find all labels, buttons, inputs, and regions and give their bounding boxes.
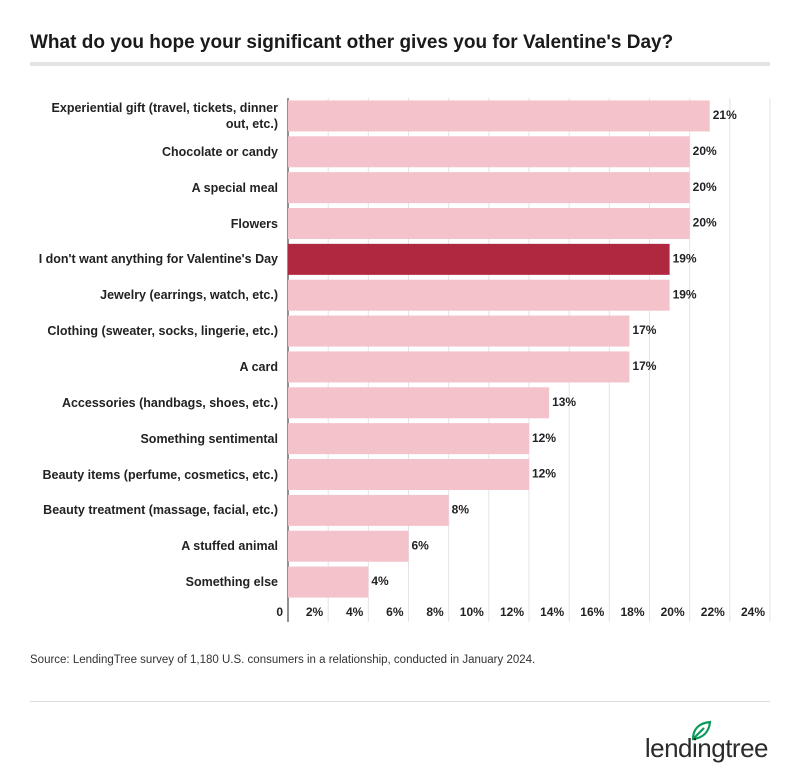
category-label: Something sentimental (140, 431, 278, 446)
category-label: Clothing (sweater, socks, lingerie, etc.… (47, 324, 278, 339)
value-label: 13% (552, 395, 576, 409)
category-label: Accessories (handbags, shoes, etc.) (61, 395, 278, 410)
value-label: 4% (371, 574, 389, 588)
bar (288, 566, 369, 598)
value-label: 12% (532, 431, 556, 445)
x-tick-label: 8% (426, 605, 444, 619)
bar (288, 530, 409, 562)
x-tick-label: 10% (460, 605, 484, 619)
x-tick-label: 20% (661, 605, 685, 619)
value-label: 20% (693, 144, 717, 158)
value-label: 12% (532, 467, 556, 481)
value-label: 6% (412, 538, 430, 552)
value-label: 8% (452, 503, 470, 517)
chart: 0 2% 4% 6% 8% 10% 12% 14% 16% 18% 20% 22% 24% 21% 20% 2… (276, 98, 771, 622)
category-label: A card (239, 359, 278, 374)
logo-leaf (691, 720, 712, 741)
footer-rule (30, 701, 770, 702)
source-note: Source: LendingTree survey of 1,180 U.S.… (30, 654, 536, 666)
x-tick-label: 0 (276, 605, 283, 619)
category-label: Beauty treatment (massage, facial, etc.) (43, 503, 278, 518)
x-tick-label: 2% (306, 605, 324, 619)
category-label: Beauty items (perfume, cosmetics, etc.) (42, 467, 279, 482)
x-tick-label: 6% (386, 605, 404, 619)
title-rule (30, 62, 770, 66)
category-label: Experiential gift (travel, tickets, dinn… (51, 100, 278, 131)
x-tick-label: 12% (500, 605, 524, 619)
value-label: 20% (693, 216, 717, 230)
x-tick-label: 18% (620, 605, 644, 619)
x-tick-label: 16% (580, 605, 604, 619)
value-label: 20% (693, 180, 717, 194)
bar (288, 423, 529, 455)
category-label: Jewelry (earrings, watch, etc.) (100, 288, 278, 303)
x-tick-label: 4% (346, 605, 364, 619)
bar (288, 494, 449, 526)
category-label: Chocolate or candy (162, 144, 278, 159)
value-label: 19% (673, 287, 697, 301)
bar (288, 136, 690, 168)
bar (288, 459, 529, 490)
bar (288, 279, 670, 311)
category-label: A stuffed animal (181, 539, 278, 554)
bar (288, 172, 690, 204)
logo: lendingtree (644, 733, 769, 763)
chart-title: What do you hope your significant other … (30, 32, 674, 53)
category-label: A special meal (191, 180, 278, 195)
bar (288, 208, 690, 239)
bar (288, 100, 710, 132)
bar (288, 351, 630, 383)
x-tick-label: 14% (540, 605, 564, 619)
category-label: Flowers (230, 216, 278, 231)
category-label: I don't want anything for Valentine's Da… (38, 252, 278, 267)
value-label: 17% (632, 323, 656, 337)
value-label: 19% (673, 252, 697, 266)
value-label: 21% (713, 108, 737, 122)
x-tick-label: 24% (741, 605, 765, 619)
value-label: 17% (632, 359, 656, 373)
bar (288, 387, 550, 419)
x-tick-label: 22% (701, 605, 725, 619)
bar (288, 315, 630, 347)
bar (288, 243, 670, 275)
category-label: Something else (185, 575, 278, 590)
